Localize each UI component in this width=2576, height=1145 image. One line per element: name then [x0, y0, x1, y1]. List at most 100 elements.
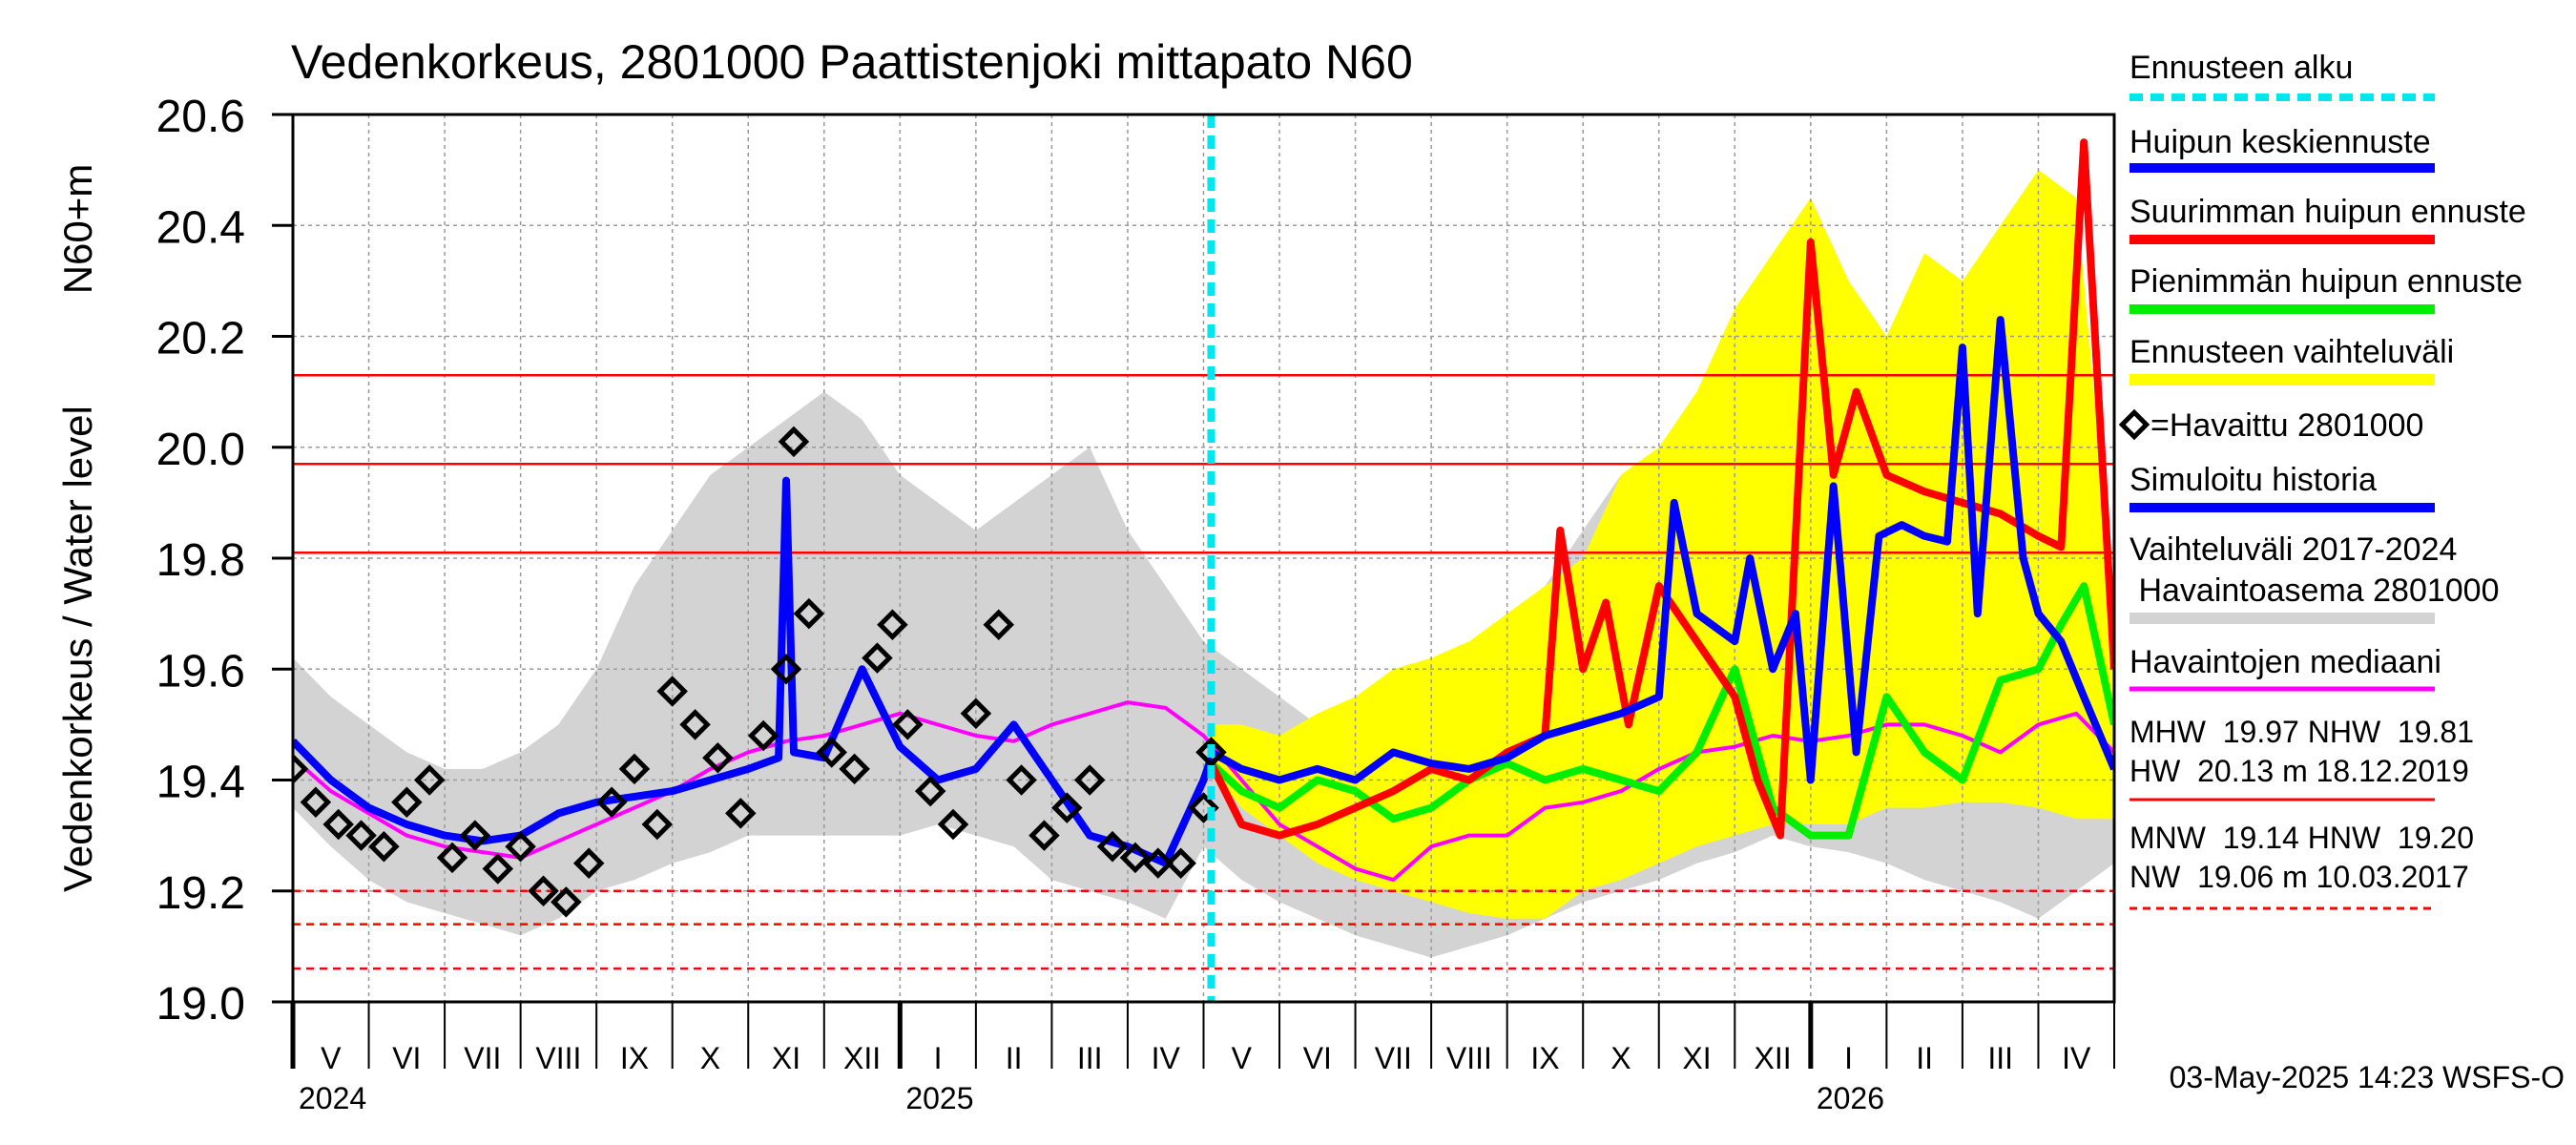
y-tick-label: 19.6	[156, 646, 245, 697]
observed-point	[747, 719, 779, 752]
observed-point	[656, 676, 688, 707]
y-tick-label: 19.2	[156, 868, 245, 919]
observed-point	[793, 597, 825, 630]
min-peak-forecast-line	[1208, 582, 2114, 840]
legend-label-forecast-start: Ennusteen alku	[2129, 50, 2353, 86]
observed-point	[641, 808, 674, 841]
plot-area	[293, 114, 2114, 1002]
observed-point	[778, 426, 810, 458]
observed-point	[877, 609, 908, 641]
x-month-label: II	[1006, 1041, 1023, 1075]
observed-point	[322, 808, 354, 841]
observed-point	[595, 786, 628, 819]
x-year-label: 2025	[905, 1081, 973, 1115]
x-month-label: IV	[2062, 1041, 2091, 1075]
observed-point	[1119, 842, 1152, 874]
x-month-label: V	[1232, 1041, 1253, 1075]
legend-label-min-peak: Pienimmän huipun ennuste	[2129, 263, 2523, 300]
mean-peak-forecast-line	[1209, 316, 2114, 784]
legend-label-simulated: Simuloitu historia	[2129, 462, 2377, 498]
observed-point	[300, 786, 332, 819]
observed-point	[572, 847, 605, 879]
x-month-label: XI	[772, 1041, 800, 1075]
y-tick-label: 20.4	[156, 202, 245, 253]
x-month-label: II	[1916, 1041, 1933, 1075]
legend-label-median: Havaintojen mediaani	[2129, 644, 2441, 680]
x-month-label: I	[934, 1041, 943, 1075]
y-tick-label: 20.2	[156, 314, 245, 364]
forecast-range-band	[1211, 170, 2114, 919]
observed-point	[1006, 764, 1037, 796]
legend-label-hist-range-2: Havaintoasema 2801000	[2129, 572, 2500, 609]
observed-point	[436, 842, 468, 874]
legend-label-forecast-range: Ennusteen vaihteluväli	[2129, 334, 2454, 370]
stats-line-3: MNW 19.14 HNW 19.20	[2129, 821, 2474, 855]
observed-point	[293, 753, 309, 785]
observed-point	[368, 831, 400, 863]
y-tick-label: 19.0	[156, 979, 245, 1030]
observed-point	[1073, 764, 1106, 796]
observed-point	[914, 775, 946, 807]
x-month-label: IX	[1530, 1041, 1559, 1075]
x-month-label: X	[1610, 1041, 1631, 1075]
observed-point	[937, 808, 969, 841]
observed-point	[482, 853, 514, 885]
x-month-label: VI	[1303, 1041, 1332, 1075]
legend-swatch-observed	[2118, 408, 2150, 441]
stats-line-2: HW 20.13 m 18.12.2019	[2129, 754, 2469, 788]
x-month-label: VII	[1375, 1041, 1412, 1075]
observed-point	[839, 753, 870, 785]
x-month-label: I	[1844, 1041, 1853, 1075]
x-year-label: 2026	[1817, 1081, 1884, 1115]
observed-point	[345, 820, 377, 851]
x-month-label: IV	[1152, 1041, 1181, 1075]
observed-point	[679, 709, 711, 740]
observed-point	[892, 709, 924, 740]
observed-point	[725, 798, 757, 829]
observed-point	[1028, 820, 1060, 851]
x-month-label: XII	[843, 1041, 881, 1075]
x-month-label: VI	[392, 1041, 421, 1075]
x-month-label: IX	[620, 1041, 649, 1075]
x-month-label: X	[700, 1041, 720, 1075]
observed-point	[1051, 792, 1083, 823]
legend-label-observed: =Havaittu 2801000	[2150, 407, 2423, 444]
x-month-label: VIII	[1446, 1041, 1492, 1075]
observed-point	[702, 741, 734, 774]
observed-point	[459, 820, 491, 851]
observed-point	[505, 830, 536, 863]
x-month-label: VII	[464, 1041, 501, 1075]
timestamp: 03-May-2025 14:23 WSFS-O	[2170, 1060, 2565, 1094]
observed-point	[1142, 847, 1174, 879]
observed-point	[528, 875, 559, 907]
y-tick-label: 19.4	[156, 758, 245, 808]
observed-point	[816, 737, 847, 768]
stats-line-4: NW 19.06 m 10.03.2017	[2129, 860, 2469, 894]
chart-title: Vedenkorkeus, 2801000 Paattistenjoki mit…	[291, 35, 1413, 89]
observed-point	[413, 764, 446, 796]
y-axis-unit: N60+m	[55, 164, 100, 295]
y-tick-label: 20.6	[156, 92, 245, 142]
legend-label-max-peak: Suurimman huipun ennuste	[2129, 194, 2526, 230]
legend-label-hist-range-1: Vaihteluväli 2017-2024	[2129, 531, 2457, 568]
x-month-label: III	[1987, 1041, 2013, 1075]
x-year-label: 2024	[299, 1081, 366, 1115]
observed-point	[551, 886, 582, 918]
x-month-label: V	[321, 1041, 342, 1075]
observed-point	[1165, 847, 1196, 879]
x-month-label: XII	[1755, 1041, 1792, 1075]
x-month-label: XI	[1682, 1041, 1711, 1075]
observed-point	[1096, 830, 1129, 863]
observed-point	[1195, 737, 1227, 768]
observed-point	[960, 697, 992, 730]
observed-point	[770, 653, 802, 685]
legend: Ennusteen alku Huipun keskiennuste Suuri…	[2118, 50, 2526, 910]
y-tick-label: 19.8	[156, 535, 245, 586]
x-month-label: III	[1077, 1041, 1103, 1075]
y-tick-label: 20.0	[156, 425, 245, 475]
y-axis-label: Vedenkorkeus / Water level	[55, 406, 100, 892]
x-month-label: VIII	[535, 1041, 581, 1075]
observed-point	[391, 786, 423, 819]
observed-point	[983, 609, 1015, 641]
